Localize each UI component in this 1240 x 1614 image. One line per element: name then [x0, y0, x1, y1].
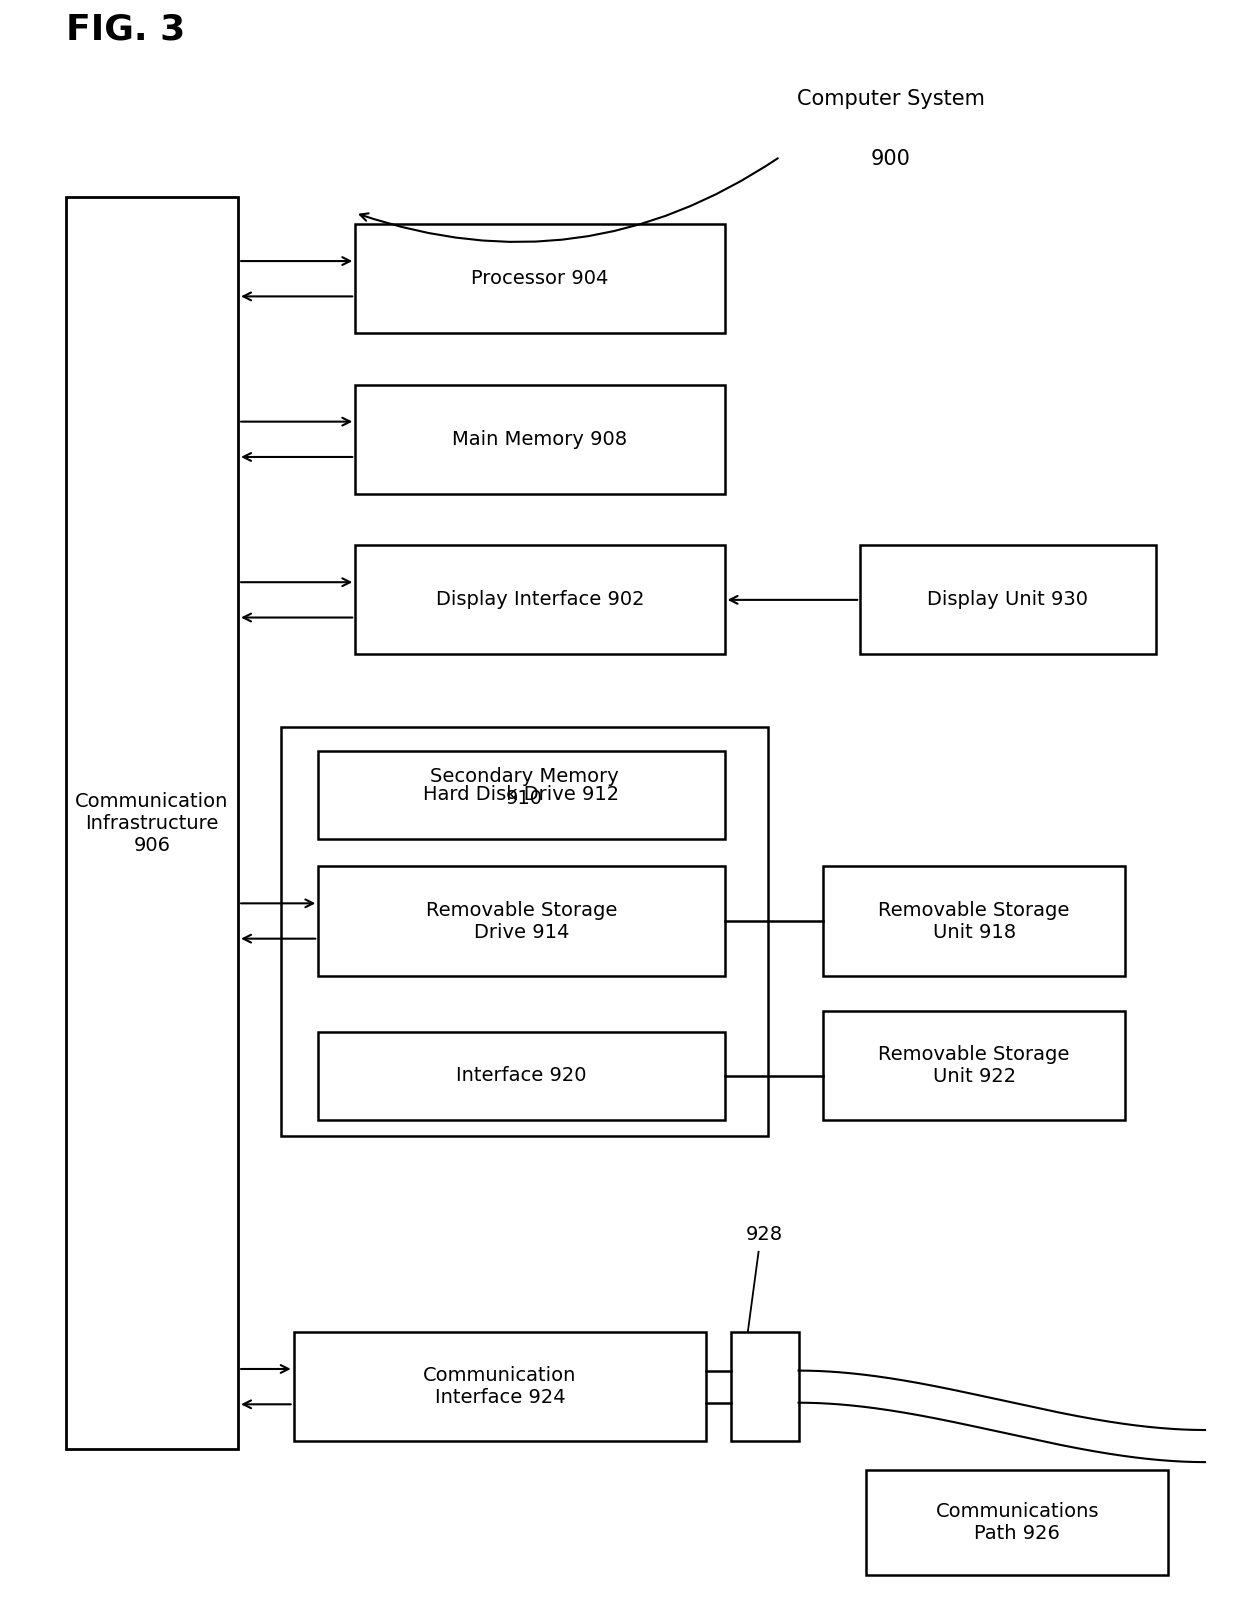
Bar [66, 197, 238, 1449]
Bar [355, 546, 724, 654]
Text: Removable Storage
Drive 914: Removable Storage Drive 914 [425, 901, 618, 941]
Text: Processor 904: Processor 904 [471, 270, 609, 289]
Bar [355, 384, 724, 494]
Bar [281, 726, 768, 1136]
Text: Communications
Path 926: Communications Path 926 [935, 1501, 1099, 1543]
Bar [730, 1332, 799, 1441]
Text: 900: 900 [870, 148, 911, 169]
Bar [294, 1332, 707, 1441]
Text: Display Interface 902: Display Interface 902 [435, 591, 645, 610]
Text: 928: 928 [746, 1225, 784, 1244]
Bar [861, 546, 1156, 654]
Text: Communication
Infrastructure
906: Communication Infrastructure 906 [76, 791, 228, 854]
Bar [319, 867, 724, 975]
Text: Computer System: Computer System [797, 89, 985, 108]
Text: Main Memory 908: Main Memory 908 [453, 429, 627, 449]
Text: Removable Storage
Unit 918: Removable Storage Unit 918 [878, 901, 1070, 941]
Text: Removable Storage
Unit 922: Removable Storage Unit 922 [878, 1044, 1070, 1086]
Bar [867, 1470, 1168, 1575]
Text: Display Unit 930: Display Unit 930 [928, 591, 1089, 610]
Bar [823, 867, 1125, 975]
Bar [319, 751, 724, 839]
Text: Hard Disk Drive 912: Hard Disk Drive 912 [423, 786, 620, 804]
Bar [319, 1031, 724, 1120]
Bar [355, 224, 724, 334]
Text: Communication
Interface 924: Communication Interface 924 [423, 1365, 577, 1407]
Text: Interface 920: Interface 920 [456, 1067, 587, 1086]
Text: Secondary Memory
910: Secondary Memory 910 [430, 767, 619, 809]
Text: FIG. 3: FIG. 3 [66, 13, 185, 47]
Bar [823, 1010, 1125, 1120]
